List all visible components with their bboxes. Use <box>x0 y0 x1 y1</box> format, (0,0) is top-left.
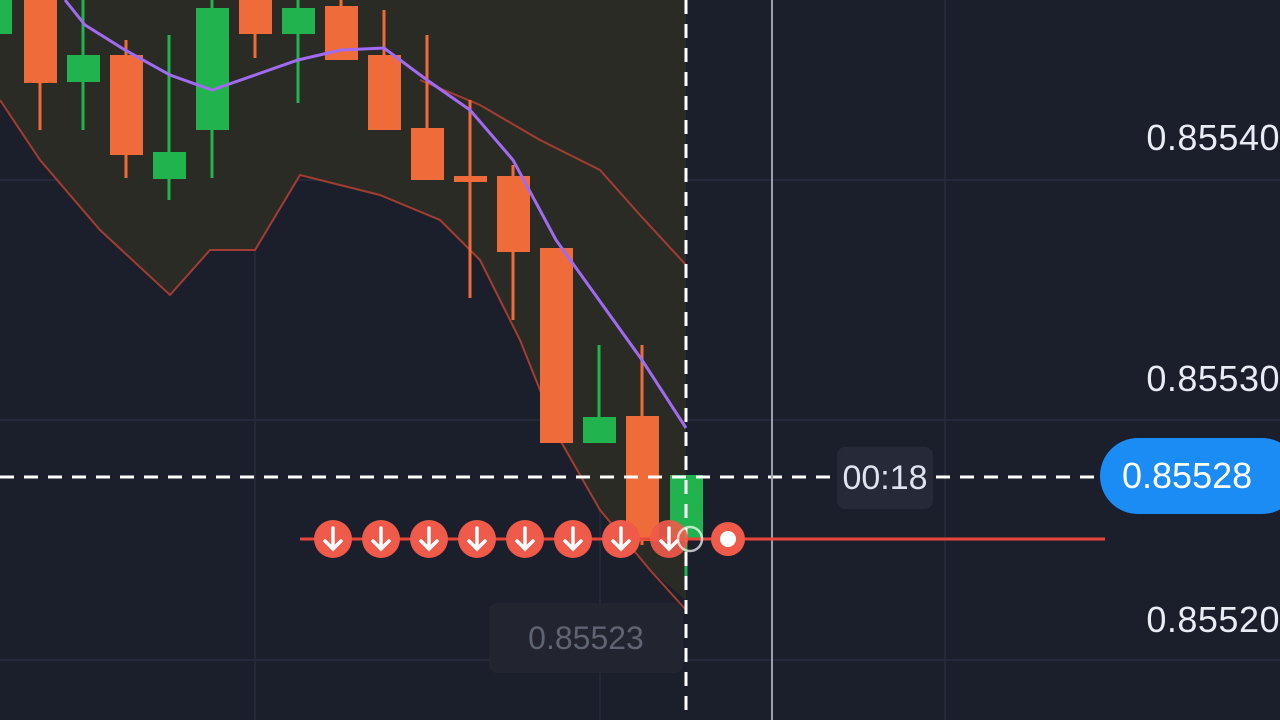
trade-markers[interactable] <box>314 520 745 558</box>
candles <box>0 0 703 585</box>
moving-average-line <box>63 0 688 429</box>
down-arrow-icon[interactable] <box>554 520 592 558</box>
current-price-badge: 0.85528 <box>1100 438 1280 514</box>
down-arrow-icon[interactable] <box>506 520 544 558</box>
down-arrow-icon[interactable] <box>362 520 400 558</box>
circle-dot-icon <box>711 522 745 556</box>
expiry-timer: 00:18 <box>837 447 933 509</box>
down-arrow-icon[interactable] <box>458 520 496 558</box>
price-axis-label: 0.85530 <box>1146 358 1280 399</box>
down-arrow-icon[interactable] <box>314 520 352 558</box>
band-lower-line <box>0 99 687 611</box>
price-axis-label: 0.85540 <box>1146 117 1280 158</box>
down-arrow-icon[interactable] <box>602 520 640 558</box>
band-fill <box>0 0 686 600</box>
down-arrow-icon[interactable] <box>650 520 704 558</box>
price-axis-label: 0.85520 <box>1146 599 1280 640</box>
crosshair-price-label: 0.85523 <box>489 603 683 673</box>
down-arrow-icon[interactable] <box>410 520 448 558</box>
